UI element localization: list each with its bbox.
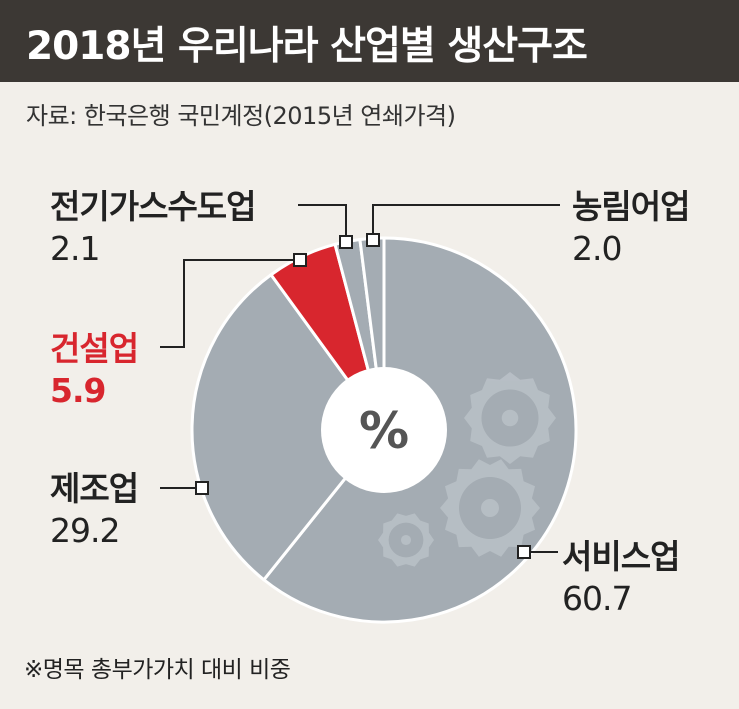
marker-manufacturing: [195, 481, 209, 495]
slice-value-construction: 5.9: [50, 371, 106, 410]
source-note: 자료: 한국은행 국민계정(2015년 연쇄가격): [26, 102, 456, 130]
label-manufacturing: 제조업 29.2: [50, 468, 139, 552]
label-construction: 건설업 5.9: [50, 328, 139, 412]
marker-services: [517, 545, 531, 559]
title-bar: 2018년 우리나라 산업별 생산구조: [0, 0, 739, 82]
gear-decoration-icon: [378, 372, 556, 567]
marker-agriculture: [366, 233, 380, 247]
label-services: 서비스업 60.7: [562, 536, 680, 620]
center-hole: [321, 367, 447, 493]
slice-value-manufacturing: 29.2: [50, 511, 120, 550]
marker-utilities: [339, 235, 353, 249]
chart-title: 2018년 우리나라 산업별 생산구조: [26, 24, 588, 69]
gear-icon: [464, 372, 556, 464]
leader-construction: [160, 259, 300, 348]
center-percent-label: %: [359, 402, 409, 460]
slice-name-agriculture: 농림어업: [572, 187, 690, 226]
leader-utilities: [298, 204, 347, 242]
slice-name-construction: 건설업: [50, 329, 139, 368]
label-agriculture: 농림어업 2.0: [572, 186, 690, 270]
leader-agriculture: [372, 204, 560, 240]
slice-name-utilities: 전기가스수도업: [50, 187, 257, 226]
gear-icon: [378, 513, 434, 567]
slice-name-manufacturing: 제조업: [50, 469, 139, 508]
leader-lines: [160, 204, 560, 559]
slice-value-services: 60.7: [562, 579, 632, 618]
label-utilities: 전기가스수도업 2.1: [50, 186, 257, 270]
slice-value-agriculture: 2.0: [572, 229, 622, 268]
marker-construction: [293, 253, 307, 267]
slice-manufacturing: [190, 272, 386, 582]
footnote: ※명목 총부가가치 대비 비중: [24, 657, 291, 683]
slice-name-services: 서비스업: [562, 537, 680, 576]
slice-value-utilities: 2.1: [50, 229, 100, 268]
gear-icon: [440, 459, 540, 557]
